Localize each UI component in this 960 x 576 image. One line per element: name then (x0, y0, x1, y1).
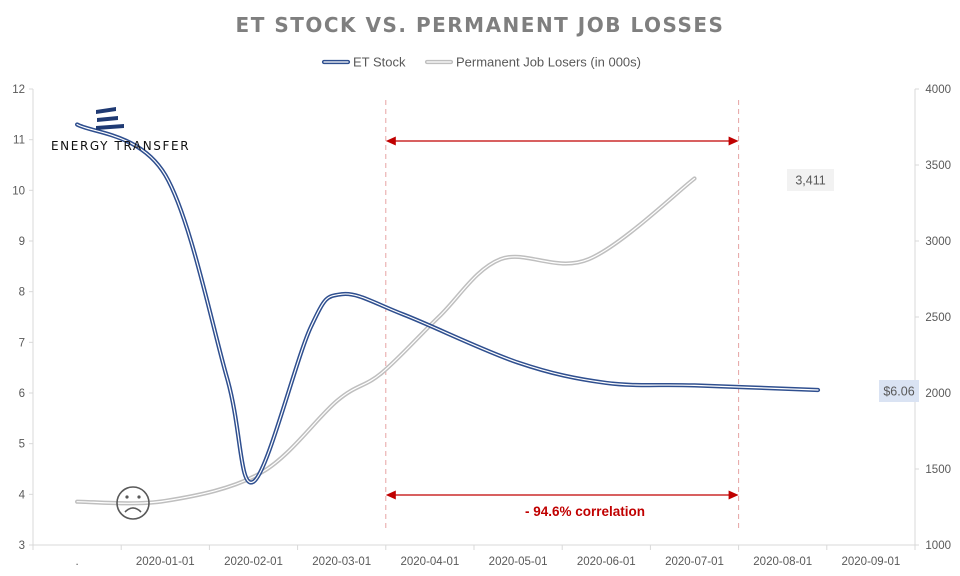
last-stock-label: $6.06 (883, 385, 914, 399)
last-job-label-box (787, 169, 834, 191)
y-left-tick-label: 3 (19, 540, 25, 552)
x-tick-label: 2020-04-01 (400, 556, 459, 568)
y-left-tick-label: 8 (19, 287, 25, 299)
y-right-tick-label: 2000 (925, 388, 951, 400)
legend-label-jobs: Permanent Job Losers (in 000s) (456, 55, 641, 70)
legend: ET Stock Permanent Job Losers (in 000s) (321, 55, 641, 70)
x-tick-label: 2020-03-01 (312, 556, 371, 568)
series-lines (75, 122, 821, 506)
y-left-tick-label: 6 (19, 388, 25, 400)
y-right-tick-label: 2500 (925, 312, 951, 324)
x-tick-label: 2020-02-01 (224, 556, 283, 568)
series-line-stock-inner (76, 123, 819, 483)
x-tick-label: 2020-08-01 (753, 556, 812, 568)
last-job-label: 3,411 (795, 174, 825, 188)
legend-entry-stock[interactable]: ET Stock (321, 55, 406, 70)
axes: 3 4 5 6 7 8 9 10 11 12 1000 1500 2000 2500 3000 3500 400… (12, 84, 951, 568)
y-left-tick-label: 11 (13, 135, 25, 147)
chart-title: ET STOCK VS. PERMANENT JOB LOSSES (236, 13, 725, 37)
y-right-tick-label: 1000 (925, 540, 951, 552)
x-tick-label: . (75, 556, 78, 568)
y-right-tick-label: 3000 (925, 236, 951, 248)
y-right-tick-label: 1500 (925, 464, 951, 476)
energy-transfer-emblem-icon (96, 107, 124, 130)
x-tick-label: 2020-01-01 (136, 556, 195, 568)
range-markers (385, 100, 740, 528)
y-left-tick-label: 4 (19, 489, 26, 501)
y-left-tick-label: 5 (19, 439, 25, 451)
last-stock-label-box (879, 380, 919, 402)
logo-company-name: ENERGY TRANSFER (51, 139, 190, 153)
x-tick-label: 2020-07-01 (665, 556, 724, 568)
energy-transfer-logo: ENERGY TRANSFER (51, 107, 190, 153)
y-left-tick-label: 10 (12, 185, 25, 197)
range-arrow-bottom (385, 490, 739, 500)
series-line-jobs-inner (76, 177, 696, 504)
series-stock (75, 122, 821, 485)
y-right-tick-label: 4000 (925, 84, 951, 96)
correlation-label: - 94.6% correlation (525, 504, 645, 519)
series-line-stock-outer (75, 122, 821, 485)
sad-face-icon (116, 486, 150, 520)
y-left-tick-label: 7 (19, 337, 25, 349)
range-arrow-top (385, 136, 739, 146)
y-left-tick-label: 12 (12, 84, 25, 96)
series-jobs (75, 176, 697, 506)
legend-label-stock: ET Stock (353, 55, 406, 70)
x-tick-label: 2020-06-01 (577, 556, 636, 568)
y-left-tick-label: 9 (19, 236, 25, 248)
y-right-tick-label: 3500 (925, 160, 951, 172)
legend-entry-jobs[interactable]: Permanent Job Losers (in 000s) (424, 55, 641, 70)
data-labels: 3,411 $6.06 - 94.6% correlation (525, 169, 919, 519)
x-tick-label: 2020-05-01 (489, 556, 548, 568)
x-tick-label: 2020-09-01 (841, 556, 900, 568)
